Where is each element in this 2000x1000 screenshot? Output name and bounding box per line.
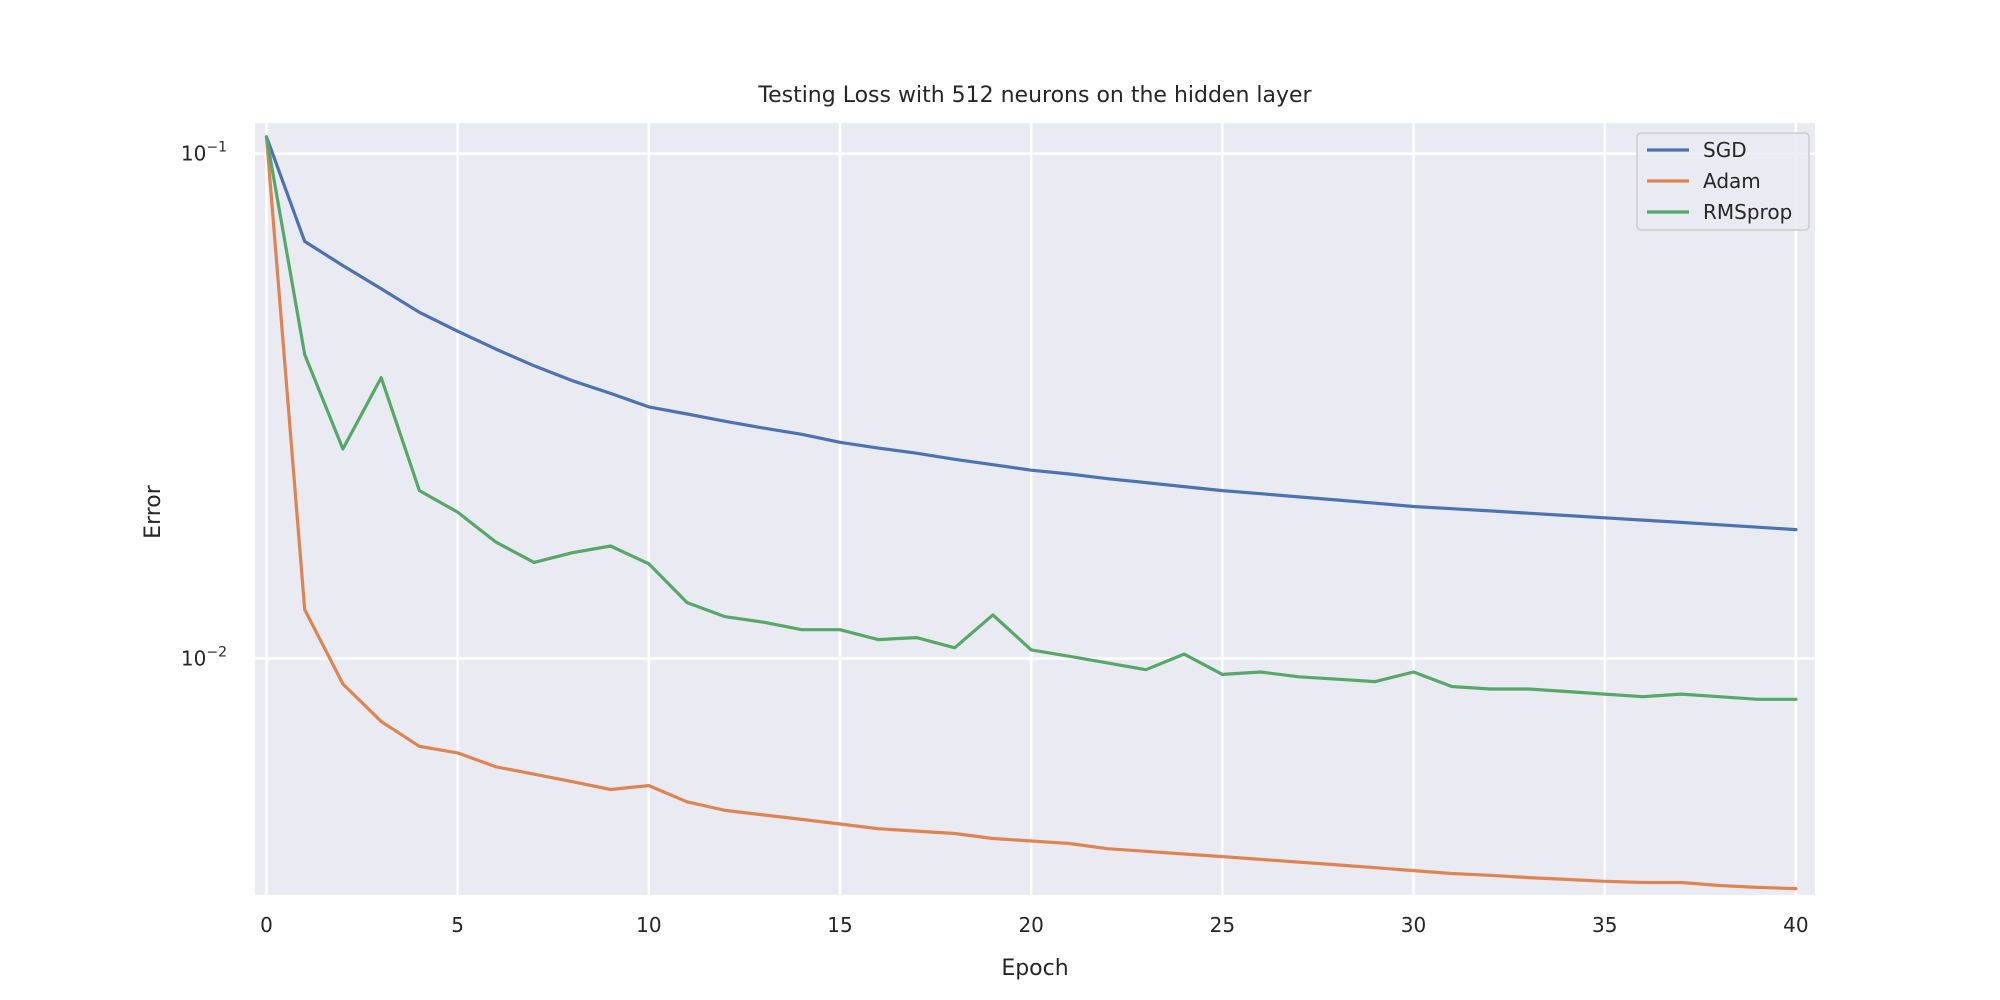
series-line-rmsprop	[264, 135, 1798, 701]
series-layer	[264, 135, 1798, 891]
x-tick-label: 0	[260, 913, 273, 937]
grid-lines	[255, 123, 1815, 895]
legend-box	[1636, 132, 1810, 231]
x-axis-ticks: 0 5 10 15 20 25 30 35 40	[260, 913, 1809, 937]
x-tick-label: 10	[636, 913, 661, 937]
x-axis-label: Epoch	[1001, 956, 1068, 981]
y-tick-base: 10	[181, 142, 206, 166]
y-tick-base: 10	[181, 646, 206, 670]
legend: SGD Adam RMSprop	[1636, 132, 1810, 231]
x-tick-label: 15	[827, 913, 852, 937]
legend-label-sgd: SGD	[1703, 138, 1747, 162]
y-axis-ticks: 10−110−2	[181, 140, 227, 671]
legend-label-adam: Adam	[1703, 169, 1761, 193]
x-tick-label: 5	[451, 913, 464, 937]
y-tick-label: 10−1	[181, 140, 227, 166]
chart-title: Testing Loss with 512 neurons on the hid…	[757, 83, 1312, 108]
x-tick-label: 30	[1401, 913, 1426, 937]
series-line-sgd	[264, 135, 1798, 532]
x-tick-label: 20	[1018, 913, 1043, 937]
plot-area	[255, 123, 1815, 895]
y-axis-label: Error	[141, 484, 166, 539]
series-line-adam	[264, 135, 1798, 891]
y-tick-exponent: −1	[206, 140, 227, 156]
x-tick-label: 35	[1592, 913, 1617, 937]
x-tick-label: 25	[1210, 913, 1235, 937]
y-tick-exponent: −2	[206, 644, 227, 660]
x-tick-label: 40	[1783, 913, 1808, 937]
legend-label-rmsprop: RMSprop	[1703, 200, 1792, 224]
y-tick-label: 10−2	[181, 644, 227, 670]
